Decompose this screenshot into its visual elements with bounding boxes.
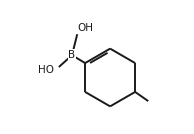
Text: OH: OH	[77, 23, 93, 33]
Text: B: B	[68, 50, 75, 60]
Text: HO: HO	[38, 65, 54, 75]
